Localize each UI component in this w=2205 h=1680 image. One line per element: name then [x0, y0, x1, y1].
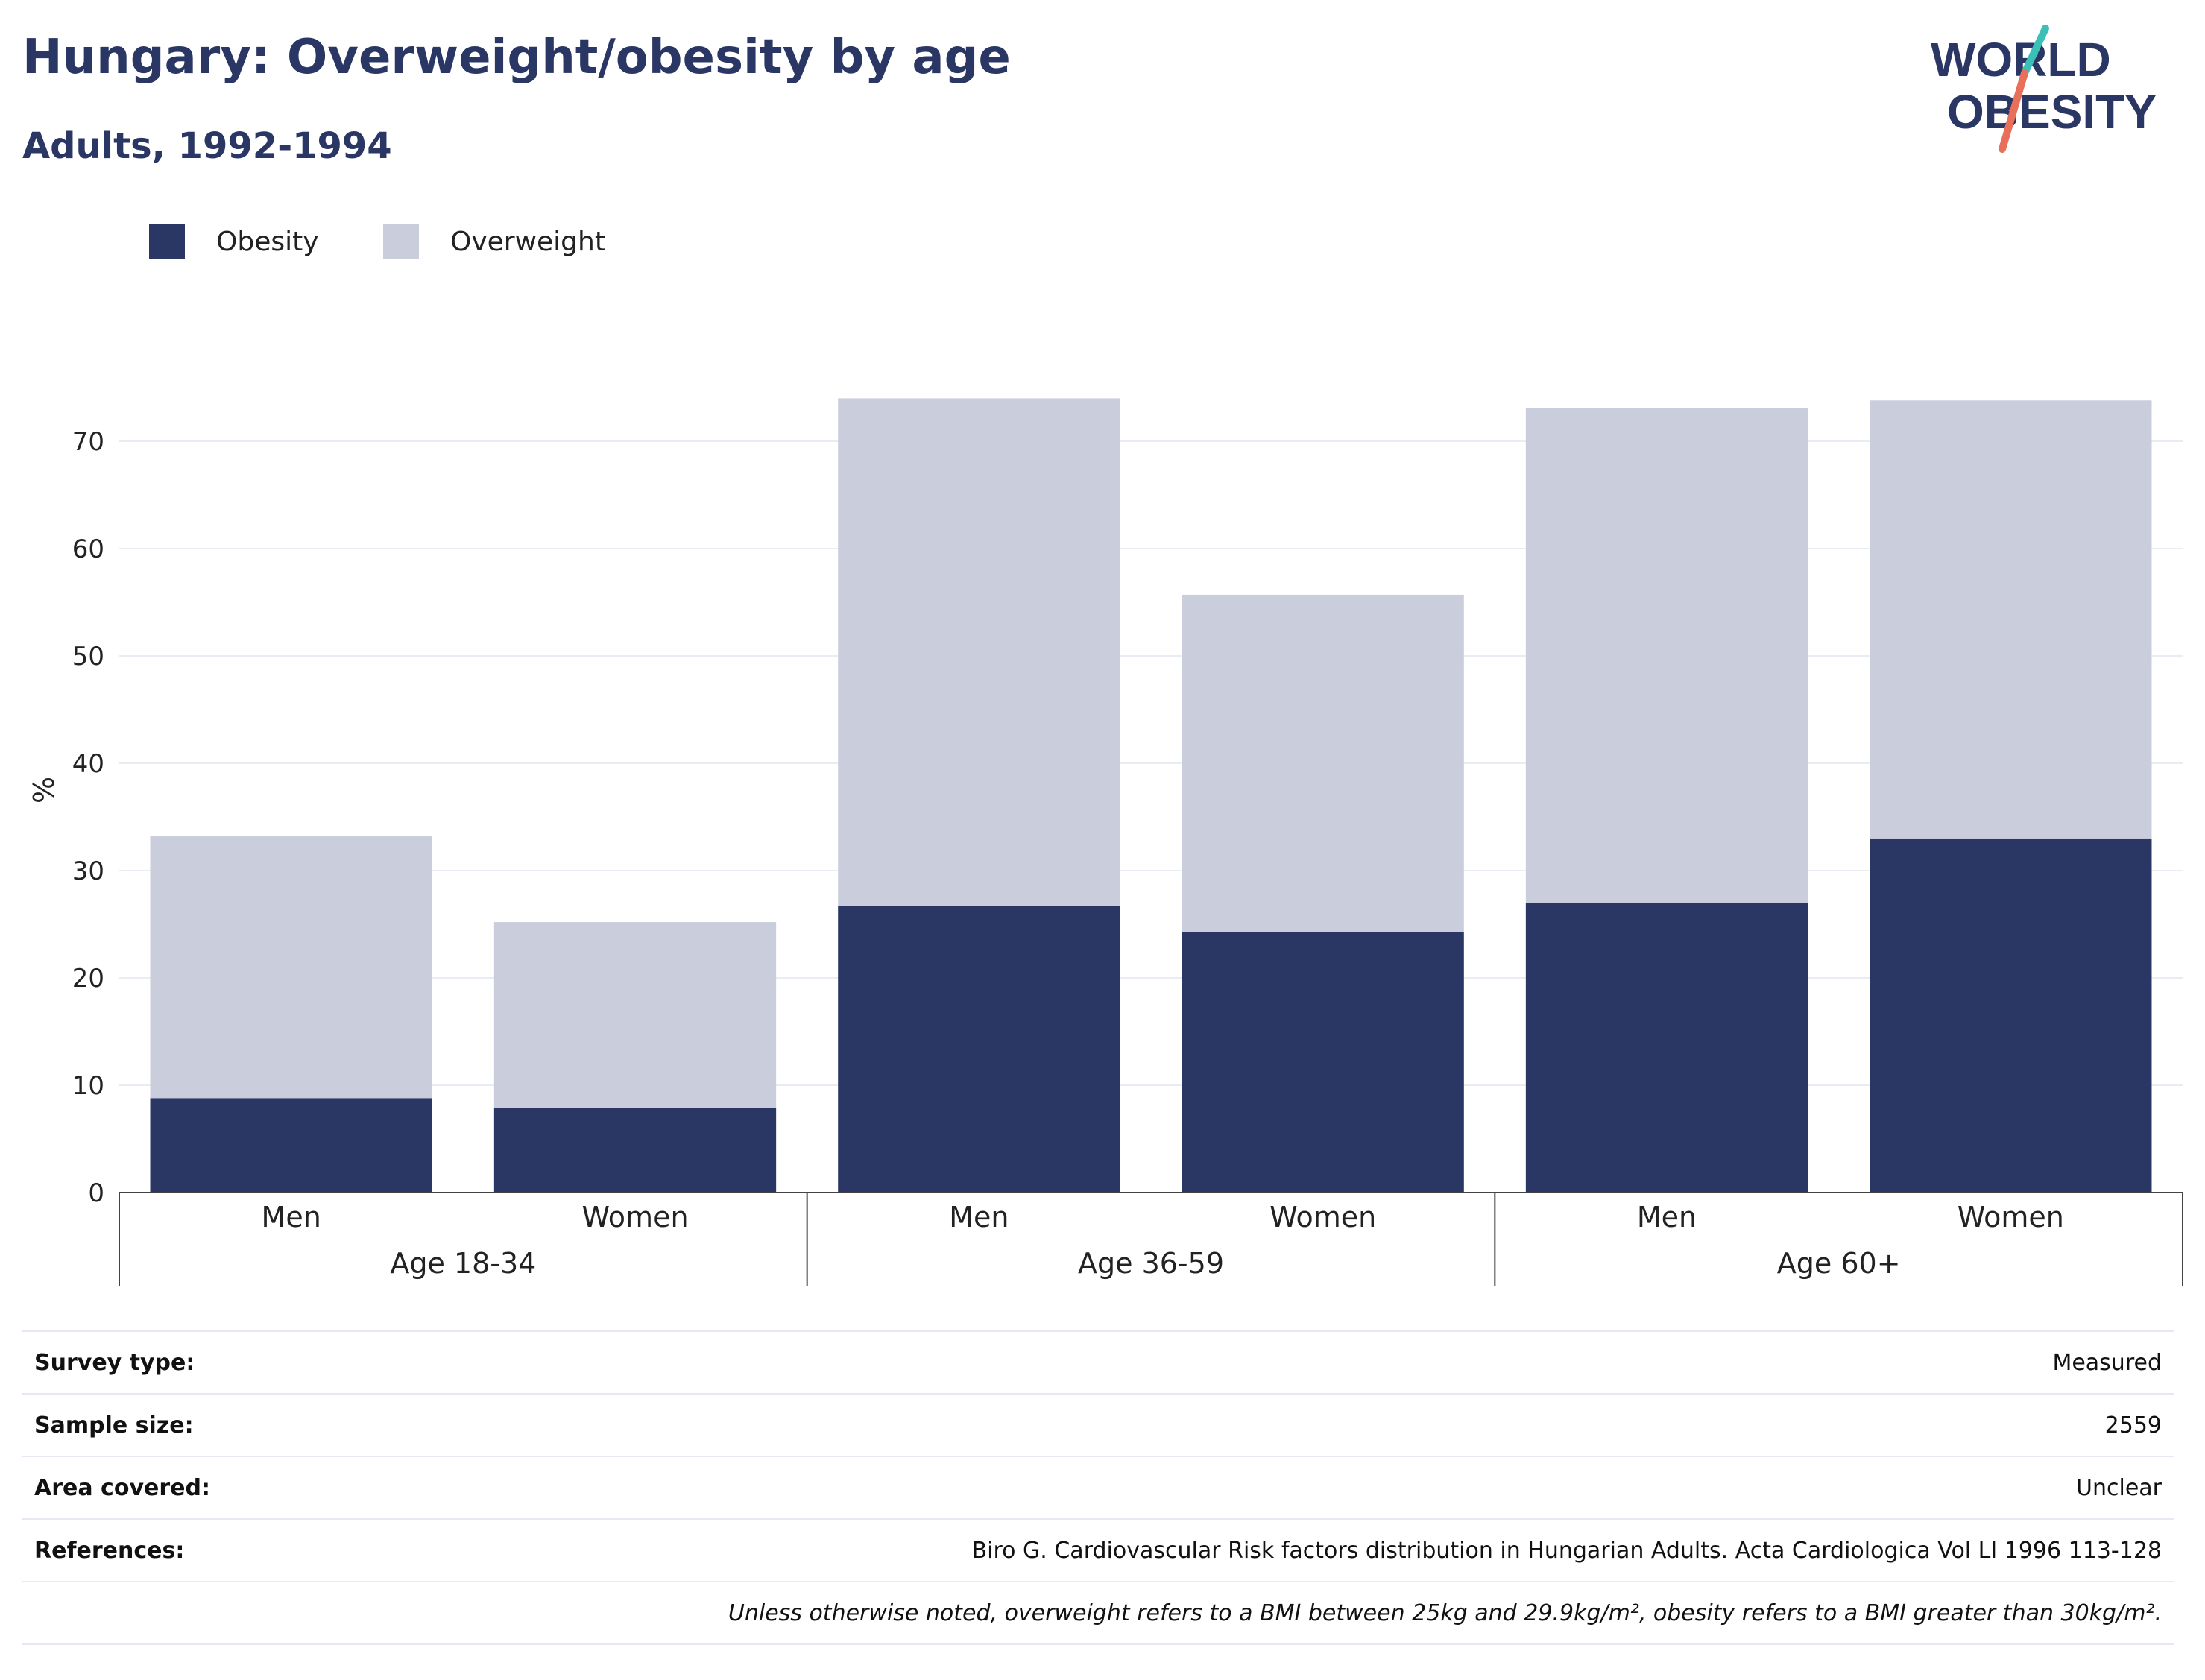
info-label: Sample size:: [22, 1393, 344, 1456]
bar-overweight-5: [1525, 408, 1808, 903]
bar-overweight-2: [493, 922, 777, 1108]
y-tick-label: 10: [72, 1071, 104, 1101]
info-value: Measured: [344, 1330, 2174, 1394]
info-row: References: Biro G. Cardiovascular Risk f…: [22, 1518, 2174, 1582]
logo-line-obesity: OBESITY: [1947, 85, 2157, 139]
bar-obesity-5: [1525, 903, 1808, 1193]
bars: [150, 398, 2152, 1193]
x-category-label: Men: [949, 1201, 1009, 1234]
bar-obesity-3: [838, 906, 1120, 1193]
bmi-definition-note: Unless otherwise noted, overweight refer…: [22, 1581, 2174, 1645]
x-category-label: Men: [1637, 1201, 1697, 1234]
info-label: Survey type:: [22, 1330, 344, 1394]
y-tick-label: 20: [72, 964, 104, 994]
bar-overweight-6: [1870, 400, 2152, 839]
info-row: Area covered: Unclear: [22, 1456, 2174, 1519]
logo-slash-coral: [1999, 69, 2028, 153]
legend: Obesity Overweight: [149, 224, 605, 259]
x-category-label: Women: [1958, 1201, 2064, 1234]
chart-title: Hungary: Overweight/obesity by age: [22, 30, 1011, 85]
legend-swatch-obesity: [149, 224, 185, 259]
logo-slash-teal: [2021, 25, 2049, 77]
bar-obesity-1: [150, 1098, 432, 1193]
gridlines: [119, 440, 2183, 1086]
info-row: Sample size: 2559: [22, 1393, 2174, 1456]
info-value: Biro G. Cardiovascular Risk factors dist…: [344, 1518, 2174, 1582]
x-group-label: Age 60+: [1777, 1247, 1901, 1280]
chart-subtitle: Adults, 1992-1994: [22, 125, 392, 167]
bar-overweight-1: [150, 836, 432, 1099]
x-category-label: Women: [581, 1201, 688, 1234]
x-category-label: Women: [1269, 1201, 1376, 1234]
bar-overweight-4: [1182, 594, 1464, 932]
x-group-label: Age 18-34: [390, 1247, 536, 1280]
y-tick-label: 0: [88, 1178, 104, 1208]
bar-obesity-4: [1182, 932, 1464, 1193]
survey-info-table: Survey type: Measured Sample size: 2559 Area…: [22, 1330, 2174, 1645]
y-tick-label: 50: [72, 642, 104, 672]
info-label: References:: [22, 1518, 344, 1582]
info-row: Survey type: Measured: [22, 1330, 2174, 1394]
axes: 0 10 20 30 40 50 60 70% Men Women Men Women Men Women…: [28, 427, 2183, 1286]
info-value: 2559: [344, 1393, 2174, 1456]
legend-label-overweight: Overweight: [450, 227, 605, 257]
info-value: Unclear: [344, 1456, 2174, 1519]
bar-obesity-2: [493, 1108, 777, 1193]
legend-swatch-overweight: [383, 224, 419, 259]
world-obesity-logo: WORLD OBESITY: [1931, 25, 2157, 153]
y-axis-label: %: [28, 777, 60, 803]
bar-overweight-3: [838, 398, 1120, 906]
y-tick-label: 60: [72, 534, 104, 564]
y-tick-label: 70: [72, 427, 104, 457]
y-tick-label: 40: [72, 749, 104, 779]
stacked-bar-chart: Obesity Overweight 0 10 20 30 40 50 60 70% Men Wom…: [28, 224, 2183, 1286]
x-category-label: Men: [262, 1201, 321, 1234]
x-group-label: Age 36-59: [1078, 1247, 1224, 1280]
bar-obesity-6: [1870, 838, 2152, 1193]
info-note-row: Unless otherwise noted, overweight refer…: [22, 1581, 2174, 1645]
info-label: Area covered:: [22, 1456, 344, 1519]
legend-label-obesity: Obesity: [216, 227, 319, 257]
y-tick-label: 30: [72, 856, 104, 886]
